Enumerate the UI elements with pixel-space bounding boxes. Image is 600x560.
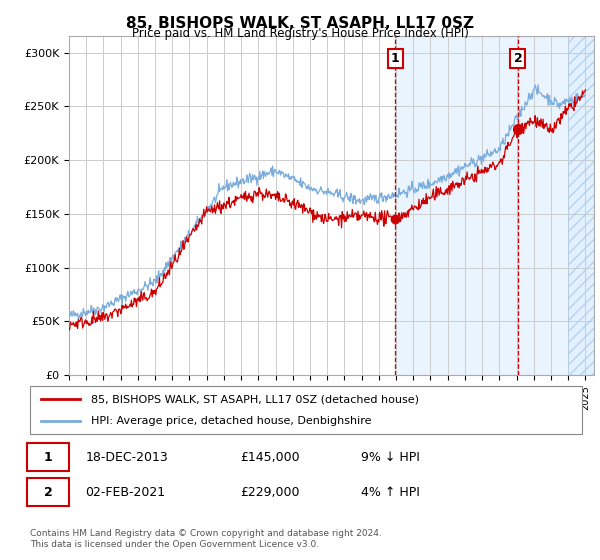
Text: HPI: Average price, detached house, Denbighshire: HPI: Average price, detached house, Denb… [91,416,371,426]
Text: 4% ↑ HPI: 4% ↑ HPI [361,486,420,498]
Text: 1: 1 [391,52,400,64]
Text: 9% ↓ HPI: 9% ↓ HPI [361,451,420,464]
Text: 02-FEB-2021: 02-FEB-2021 [85,486,166,498]
Bar [568,36,594,375]
Text: Contains HM Land Registry data © Crown copyright and database right 2024.
This d: Contains HM Land Registry data © Crown c… [30,529,382,549]
Text: Price paid vs. HM Land Registry's House Price Index (HPI): Price paid vs. HM Land Registry's House … [131,27,469,40]
Bar [395,36,594,375]
FancyBboxPatch shape [30,386,582,434]
Text: £229,000: £229,000 [240,486,299,498]
Text: 18-DEC-2013: 18-DEC-2013 [85,451,168,464]
Text: 85, BISHOPS WALK, ST ASAPH, LL17 0SZ (detached house): 85, BISHOPS WALK, ST ASAPH, LL17 0SZ (de… [91,394,419,404]
Text: 85, BISHOPS WALK, ST ASAPH, LL17 0SZ: 85, BISHOPS WALK, ST ASAPH, LL17 0SZ [126,16,474,31]
Text: 1: 1 [44,451,52,464]
Bar [568,36,594,375]
Text: £145,000: £145,000 [240,451,299,464]
Text: 2: 2 [514,52,522,64]
Text: 2: 2 [44,486,52,498]
FancyBboxPatch shape [27,443,68,471]
FancyBboxPatch shape [27,478,68,506]
